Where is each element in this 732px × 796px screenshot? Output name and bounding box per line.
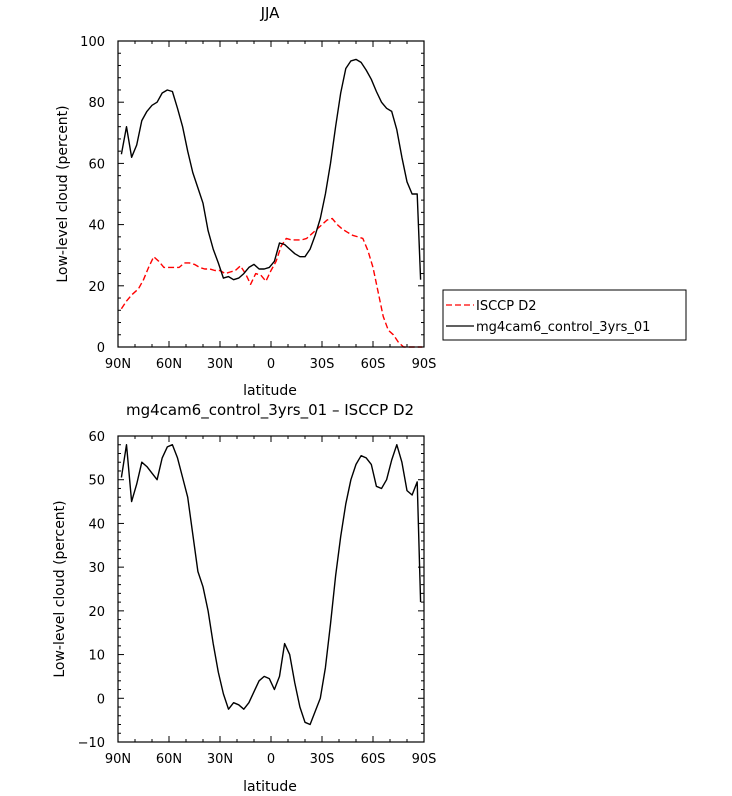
x-tick-label: 60N xyxy=(156,357,182,372)
y-tick-label: 100 xyxy=(80,35,105,50)
x-tick-label: 60S xyxy=(361,357,386,372)
y-tick-label: 80 xyxy=(88,96,105,111)
x-tick-label: 90S xyxy=(412,752,437,767)
y-tick-label: 10 xyxy=(88,649,105,664)
series-line-0 xyxy=(120,444,422,726)
series-line-1 xyxy=(120,58,422,281)
axes-group: 90N 60N 30N 0 30S 60S 90S −10 0 10 20 30 40 50 60 xyxy=(78,430,437,767)
y-tick-label: 40 xyxy=(88,517,105,532)
x-tick-label: 0 xyxy=(267,752,275,767)
panel-title: mg4cam6_control_3yrs_01 – ISCCP D2 xyxy=(126,401,414,420)
top-panel: JJA latitude Low-level cloud (percent) 9… xyxy=(55,4,687,399)
y-axis-label: Low-level cloud (percent) xyxy=(55,105,71,282)
y-axis-label: Low-level cloud (percent) xyxy=(52,500,68,677)
y-tick-label: 60 xyxy=(88,430,105,445)
x-tick-label: 30S xyxy=(310,752,335,767)
x-tick-label: 90N xyxy=(105,357,131,372)
plot-frame xyxy=(117,40,425,348)
y-tick-label: 20 xyxy=(88,280,105,295)
legend: ISCCP D2 mg4cam6_control_3yrs_01 xyxy=(442,289,687,341)
series-group xyxy=(120,58,423,348)
x-tick-label: 90N xyxy=(105,752,131,767)
series-group xyxy=(120,444,422,726)
y-tick-label: 0 xyxy=(97,341,105,356)
axes-group: 90N 60N 30N 0 30S 60S 90S 0 20 40 60 80 100 xyxy=(80,35,436,372)
panel-title: JJA xyxy=(260,4,281,22)
series-line-0 xyxy=(120,217,423,348)
y-tick-label: 30 xyxy=(88,561,105,576)
y-tick-label: 40 xyxy=(88,219,105,234)
y-tick-label: 20 xyxy=(88,605,105,620)
x-axis-label: latitude xyxy=(243,779,297,795)
x-axis-label: latitude xyxy=(243,383,297,399)
x-tick-label: 60N xyxy=(156,752,182,767)
plot-frame xyxy=(117,435,425,743)
bottom-panel: mg4cam6_control_3yrs_01 – ISCCP D2 latit… xyxy=(52,401,436,795)
y-tick-label: −10 xyxy=(78,736,105,751)
x-tick-label: 60S xyxy=(361,752,386,767)
x-tick-label: 30S xyxy=(310,357,335,372)
y-tick-label: 50 xyxy=(88,474,105,489)
legend-label-model: mg4cam6_control_3yrs_01 xyxy=(476,320,650,335)
x-tick-label: 90S xyxy=(412,357,437,372)
x-tick-label: 30N xyxy=(207,752,233,767)
legend-box xyxy=(442,289,687,341)
y-tick-label: 60 xyxy=(88,157,105,172)
x-tick-label: 0 xyxy=(267,357,275,372)
y-tick-label: 0 xyxy=(97,692,105,707)
legend-label-isccp: ISCCP D2 xyxy=(476,299,537,314)
x-tick-label: 30N xyxy=(207,357,233,372)
